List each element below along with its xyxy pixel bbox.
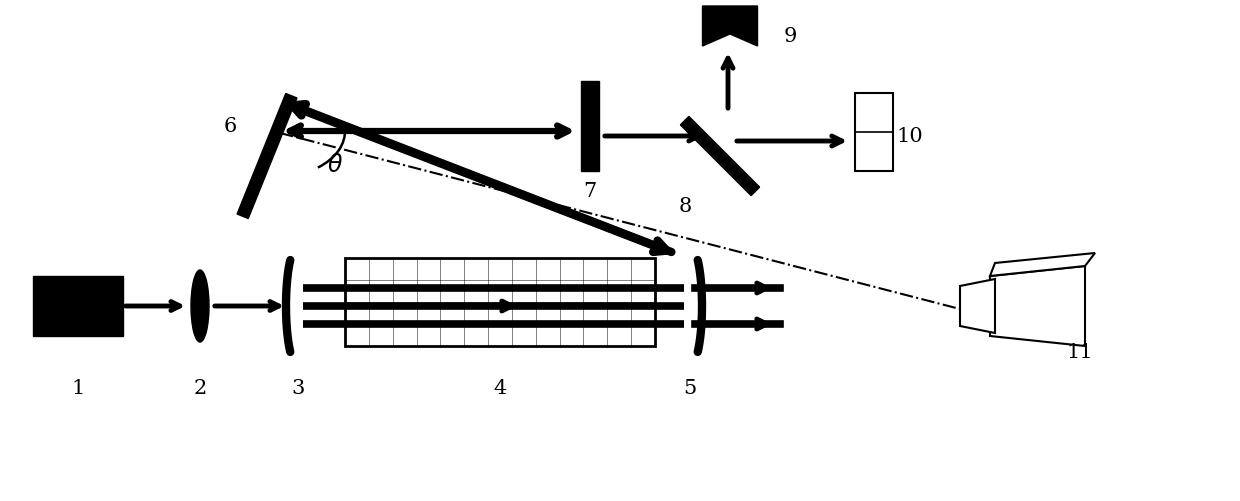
Text: 4: 4 bbox=[494, 379, 507, 398]
Polygon shape bbox=[345, 258, 655, 346]
Text: 5: 5 bbox=[683, 379, 697, 398]
Polygon shape bbox=[960, 279, 994, 333]
Text: 3: 3 bbox=[291, 379, 305, 398]
Polygon shape bbox=[703, 6, 758, 46]
Polygon shape bbox=[990, 253, 1095, 276]
Polygon shape bbox=[681, 116, 760, 195]
Polygon shape bbox=[856, 93, 893, 171]
Polygon shape bbox=[33, 276, 123, 336]
Polygon shape bbox=[990, 266, 1085, 346]
Text: 2: 2 bbox=[193, 379, 207, 398]
Text: $\theta$: $\theta$ bbox=[327, 153, 343, 177]
Polygon shape bbox=[582, 81, 599, 171]
Text: 8: 8 bbox=[678, 196, 692, 215]
Text: 10: 10 bbox=[897, 126, 924, 145]
Text: 9: 9 bbox=[784, 27, 796, 46]
Text: 11: 11 bbox=[1066, 344, 1094, 363]
Ellipse shape bbox=[191, 270, 210, 342]
Text: 7: 7 bbox=[583, 181, 596, 200]
Polygon shape bbox=[237, 94, 296, 218]
Text: 1: 1 bbox=[72, 379, 84, 398]
Text: 6: 6 bbox=[223, 117, 237, 135]
